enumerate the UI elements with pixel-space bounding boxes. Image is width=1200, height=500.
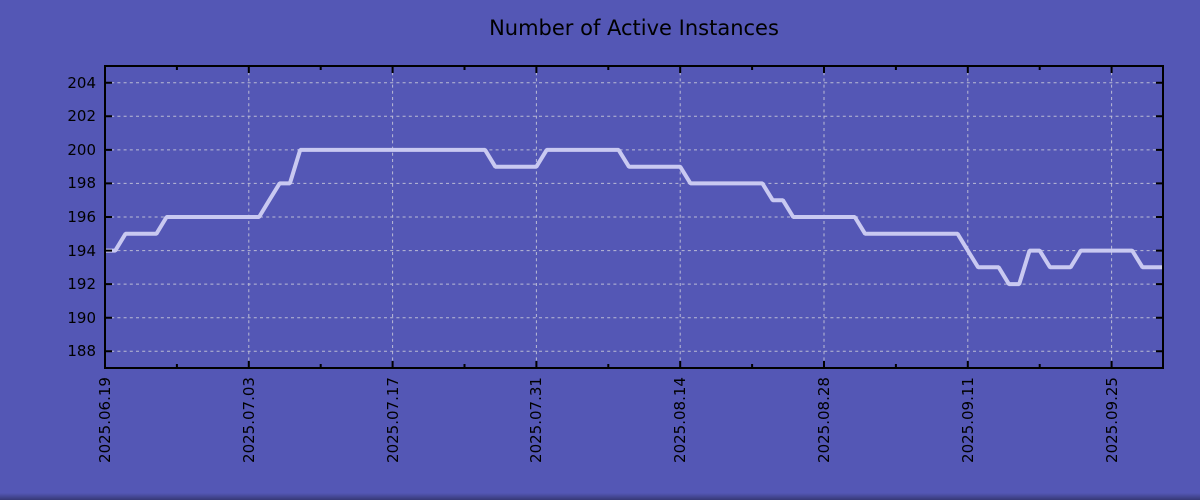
x-tick-label: 2025.08.28 [815,377,833,463]
grid-lines [105,66,1163,368]
y-tick-label: 194 [67,242,96,260]
chart-title: Number of Active Instances [489,16,779,40]
x-tick-label: 2025.07.31 [527,377,545,463]
y-tick-label: 188 [67,342,96,360]
x-tick-label: 2025.07.17 [384,377,402,463]
data-line [105,147,1163,287]
y-tick-label: 198 [67,174,96,192]
x-tick-label: 2025.07.03 [240,377,258,463]
x-tick-label: 2025.09.25 [1103,377,1121,463]
window-bottom-shadow [0,493,1200,500]
y-tick-label: 190 [67,309,96,327]
y-tick-label: 200 [67,141,96,159]
x-tick-label: 2025.09.11 [959,377,977,463]
y-tick-label: 202 [67,107,96,125]
y-tick-label: 196 [67,208,96,226]
x-tick-label: 2025.08.14 [671,377,689,463]
x-tick-label: 2025.06.19 [96,377,114,463]
y-tick-label: 204 [67,74,96,92]
axis-ticks [104,66,1163,368]
y-tick-label: 192 [67,275,96,293]
